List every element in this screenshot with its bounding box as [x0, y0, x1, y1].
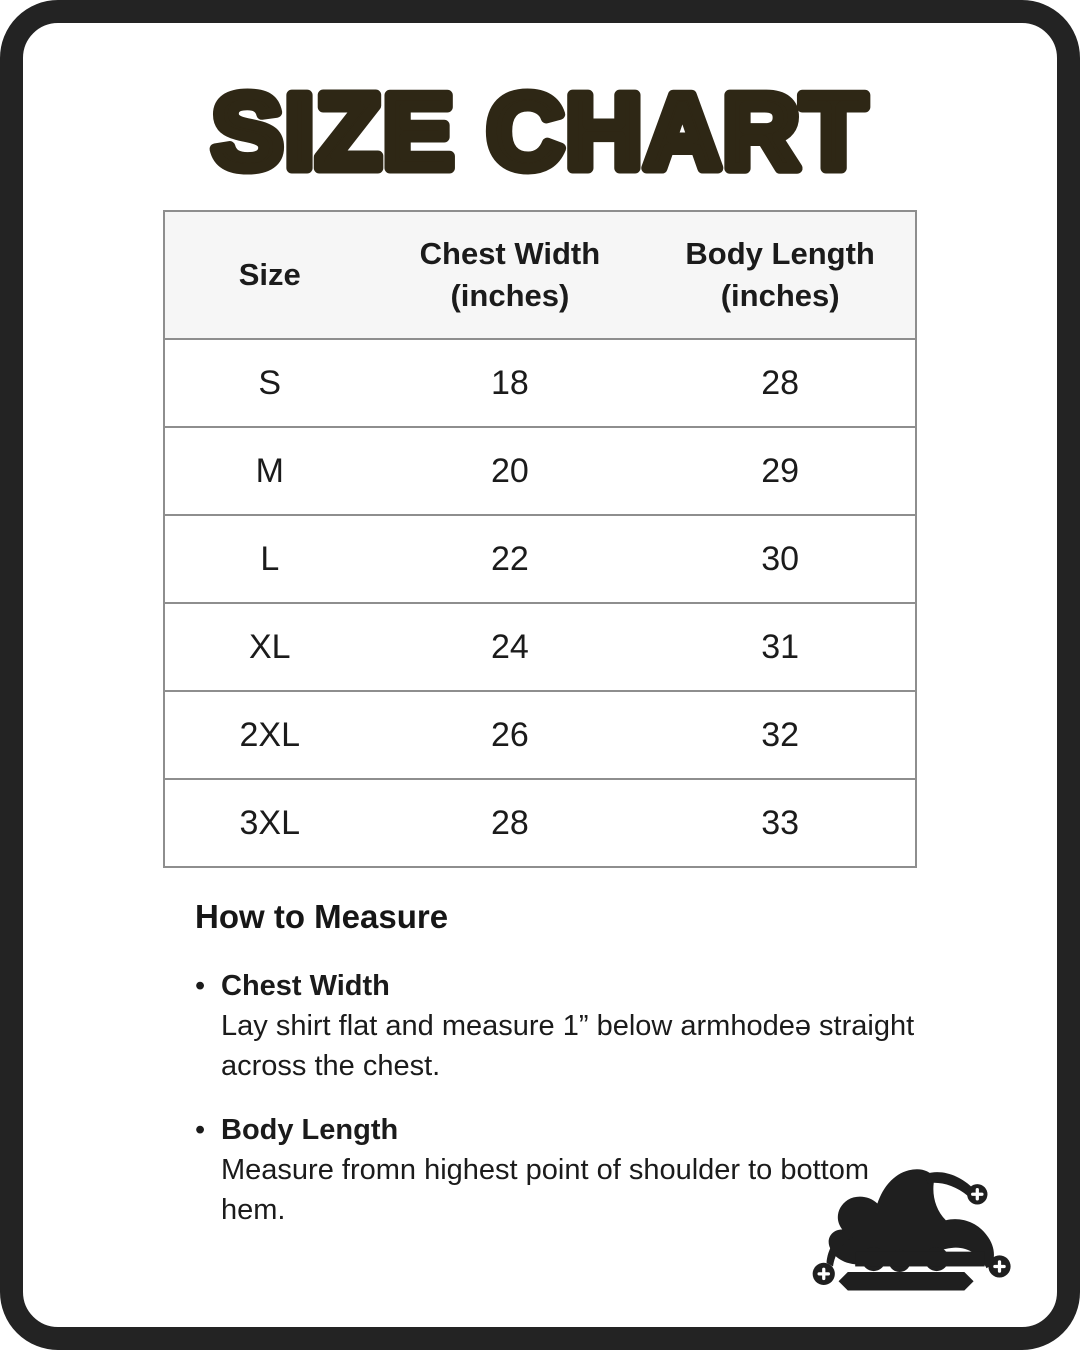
body-length-cell: 32: [645, 691, 916, 780]
page-title-art: SIZE CHART: [207, 68, 872, 197]
body-length-cell: 33: [645, 779, 916, 868]
size-cell: M: [164, 427, 375, 516]
page-title: SIZE CHART: [212, 73, 868, 191]
table-row: M 20 29: [164, 427, 916, 516]
measure-list: • Chest Width Lay shirt flat and measure…: [195, 966, 919, 1230]
body-length-cell: 28: [645, 339, 916, 428]
chest-width-cell: 28: [374, 779, 646, 868]
chest-width-cell: 22: [374, 515, 646, 604]
bullet-dot: •: [195, 970, 206, 1002]
jester-hat-icon: [812, 1169, 1011, 1291]
bullet-dot: •: [195, 1114, 206, 1146]
size-cell: L: [164, 515, 375, 604]
measure-item-body: Chest Width Lay shirt flat and measure 1…: [221, 966, 919, 1086]
body-length-cell: 29: [645, 427, 916, 516]
body-length-cell: 30: [645, 515, 916, 604]
size-cell: 2XL: [164, 691, 375, 780]
size-cell: XL: [164, 603, 375, 692]
table-row: S 18 28: [164, 339, 916, 428]
measure-item-chest-width: • Chest Width Lay shirt flat and measure…: [195, 966, 919, 1086]
column-header-body-length: Body Length (inches): [645, 211, 916, 340]
chest-width-cell: 20: [374, 427, 646, 516]
measure-item-label: Chest Width: [221, 970, 390, 1002]
table-row: L 22 30: [164, 515, 916, 604]
body-length-cell: 31: [645, 603, 916, 692]
size-table: Size Chest Width (inches) Body Length (i…: [163, 210, 917, 868]
measure-item-description: Measure fromn highest point of shoulder …: [221, 1154, 870, 1226]
table-row: 3XL 28 33: [164, 779, 916, 868]
chest-width-cell: 26: [374, 691, 646, 780]
measure-item-body-length: • Body Length Measure fromn highest poin…: [195, 1110, 919, 1230]
table-row: XL 24 31: [164, 603, 916, 692]
column-header-chest-width: Chest Width (inches): [374, 211, 646, 340]
size-cell: 3XL: [164, 779, 375, 868]
measure-item-body: Body Length Measure fromn highest point …: [221, 1110, 919, 1230]
chest-width-cell: 18: [374, 339, 646, 428]
how-to-measure-section: How to Measure • Chest Width Lay shirt f…: [195, 898, 919, 1254]
table-row: 2XL 26 32: [164, 691, 916, 780]
measure-item-description: Lay shirt flat and measure 1” below armh…: [221, 1010, 915, 1082]
section-heading: How to Measure: [195, 898, 449, 935]
table-header-row: Size Chest Width (inches) Body Length (i…: [164, 211, 916, 340]
column-header-size: Size: [164, 211, 375, 340]
size-cell: S: [164, 339, 375, 428]
chest-width-cell: 24: [374, 603, 646, 692]
measure-item-label: Body Length: [221, 1114, 399, 1146]
